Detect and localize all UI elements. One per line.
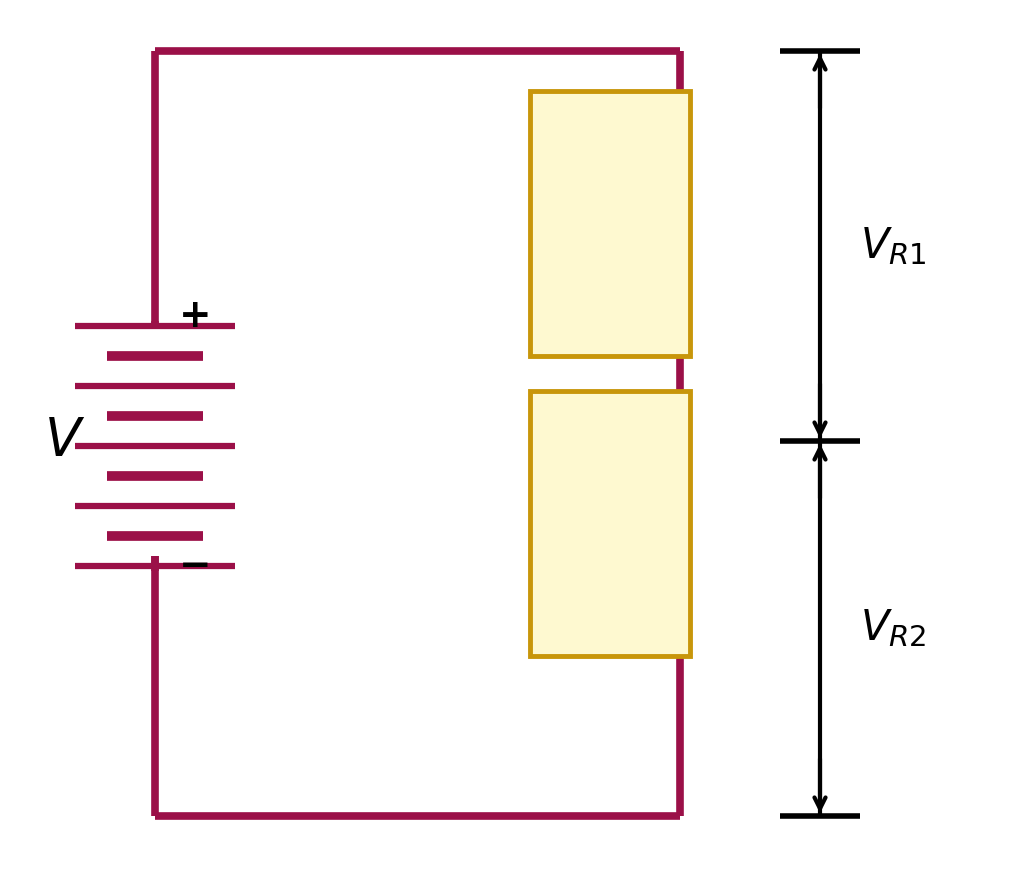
Bar xyxy=(530,391,690,656)
Text: +: + xyxy=(178,297,211,335)
Text: $R_1$: $R_1$ xyxy=(585,201,635,245)
Text: $R_2$: $R_2$ xyxy=(586,501,635,545)
Text: −: − xyxy=(178,547,211,585)
Bar xyxy=(530,91,690,356)
Text: $V$: $V$ xyxy=(44,415,86,467)
Text: $V_{R1}$: $V_{R1}$ xyxy=(860,225,927,267)
Text: $V_{R2}$: $V_{R2}$ xyxy=(860,607,927,650)
